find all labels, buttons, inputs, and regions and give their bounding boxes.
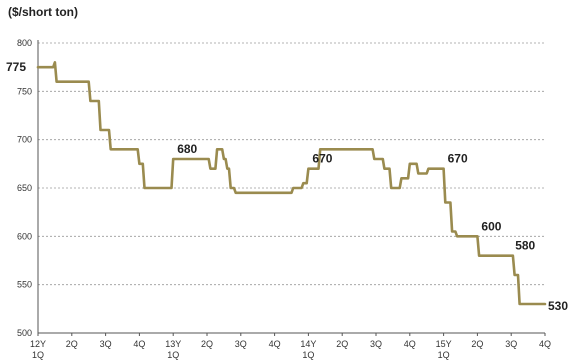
x-tick-label: 12Y [30, 339, 46, 349]
y-tick-label: 650 [17, 183, 32, 193]
data-label: 680 [177, 142, 197, 156]
x-tick-label: 4Q [269, 339, 281, 349]
x-tick-label: 4Q [133, 339, 145, 349]
series [36, 60, 547, 306]
y-tick-label: 550 [17, 280, 32, 290]
x-tick-label: 3Q [235, 339, 247, 349]
x-tick-label: 3Q [505, 339, 517, 349]
data-label: 670 [448, 152, 468, 166]
x-tick-label: 1Q [32, 350, 44, 360]
y-tick-label: 500 [17, 328, 32, 338]
y-tick-label: 750 [17, 86, 32, 96]
data-labels: 775 680 670 670 600 580 530 [6, 60, 568, 313]
y-axis-unit-label: ($/short ton) [8, 5, 78, 19]
data-label: 530 [548, 299, 568, 313]
x-tick-label: 3Q [100, 339, 112, 349]
x-tick-label: 13Y [165, 339, 181, 349]
x-tick-label: 3Q [370, 339, 382, 349]
x-tick-label: 14Y [300, 339, 316, 349]
data-label: 670 [312, 152, 332, 166]
x-tick-label: 2Q [201, 339, 213, 349]
x-tick-label: 2Q [336, 339, 348, 349]
y-tick-label: 700 [17, 135, 32, 145]
price-series-line [36, 60, 547, 306]
data-label: 600 [481, 219, 501, 233]
data-label: 580 [515, 239, 535, 253]
y-tick-label: 600 [17, 231, 32, 241]
x-tick-label: 1Q [302, 350, 314, 360]
grid [38, 42, 545, 286]
data-label: 775 [6, 60, 26, 74]
y-tick-label: 800 [17, 38, 32, 48]
x-tick-label: 4Q [539, 339, 551, 349]
x-tick-label: 1Q [167, 350, 179, 360]
x-tick-label: 15Y [436, 339, 452, 349]
x-tick-label: 2Q [471, 339, 483, 349]
x-tick-label: 2Q [66, 339, 78, 349]
x-tick-label: 1Q [438, 350, 450, 360]
x-tick-label: 4Q [404, 339, 416, 349]
